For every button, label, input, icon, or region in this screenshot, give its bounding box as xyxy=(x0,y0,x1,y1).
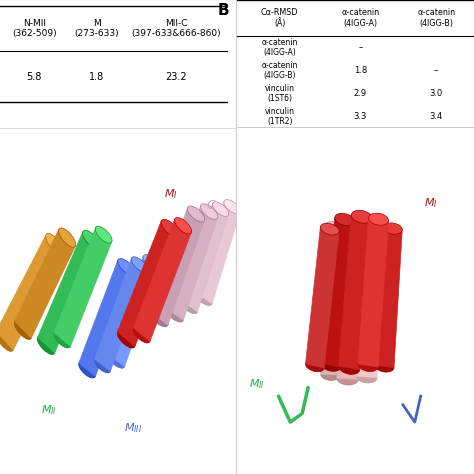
Ellipse shape xyxy=(363,219,383,231)
Text: 23.2: 23.2 xyxy=(165,72,187,82)
Bar xyxy=(15,229,75,338)
Text: $M_{II}$: $M_{II}$ xyxy=(41,403,57,417)
Ellipse shape xyxy=(201,204,218,219)
Text: –: – xyxy=(434,66,438,75)
Ellipse shape xyxy=(109,353,125,368)
Bar xyxy=(358,218,389,367)
Bar xyxy=(321,227,343,375)
Text: 5.8: 5.8 xyxy=(27,72,42,82)
Ellipse shape xyxy=(224,200,240,214)
Ellipse shape xyxy=(118,259,135,275)
Ellipse shape xyxy=(358,359,378,372)
Ellipse shape xyxy=(94,357,110,373)
Ellipse shape xyxy=(338,362,360,374)
Text: MII-C
(397-633&666-860): MII-C (397-633&666-860) xyxy=(131,19,221,38)
Text: 1.8: 1.8 xyxy=(89,72,104,82)
Ellipse shape xyxy=(187,206,205,222)
Text: vinculin
(1TR2): vinculin (1TR2) xyxy=(264,107,295,126)
Ellipse shape xyxy=(117,330,135,348)
Bar xyxy=(133,219,191,341)
Ellipse shape xyxy=(14,320,31,339)
Bar xyxy=(338,215,373,370)
Ellipse shape xyxy=(143,255,159,270)
Text: 1.8: 1.8 xyxy=(354,66,367,75)
Bar xyxy=(54,228,112,346)
Bar xyxy=(95,258,147,371)
Ellipse shape xyxy=(335,213,355,226)
Ellipse shape xyxy=(95,226,112,243)
Text: $M_I$: $M_I$ xyxy=(164,187,177,201)
Text: α-catenin
(4IGG-B): α-catenin (4IGG-B) xyxy=(417,8,455,27)
Ellipse shape xyxy=(368,213,389,225)
Text: 3.3: 3.3 xyxy=(354,112,367,121)
Ellipse shape xyxy=(131,257,147,272)
Ellipse shape xyxy=(321,369,341,381)
Ellipse shape xyxy=(54,331,71,348)
Text: α-catenin
(4IGG-A): α-catenin (4IGG-A) xyxy=(262,37,298,57)
Text: Cα-RMSD
(Å): Cα-RMSD (Å) xyxy=(261,8,299,28)
Text: 3.0: 3.0 xyxy=(429,89,443,98)
Bar xyxy=(37,232,100,353)
Text: 2.9: 2.9 xyxy=(354,89,367,98)
Ellipse shape xyxy=(306,360,324,372)
Bar xyxy=(182,204,228,312)
Ellipse shape xyxy=(375,361,394,372)
Text: $M_I$: $M_I$ xyxy=(424,196,438,210)
Text: C: C xyxy=(207,200,215,212)
Bar xyxy=(306,227,339,368)
Bar xyxy=(79,260,135,376)
Ellipse shape xyxy=(151,311,168,327)
Bar xyxy=(321,218,355,367)
Bar xyxy=(118,221,179,346)
Text: $M_{II}$: $M_{II}$ xyxy=(249,377,265,392)
Text: α-catenin
(4IGG-B): α-catenin (4IGG-B) xyxy=(262,61,298,80)
Bar xyxy=(0,235,63,350)
Bar xyxy=(337,223,362,379)
Ellipse shape xyxy=(320,223,339,235)
Ellipse shape xyxy=(166,306,183,322)
Ellipse shape xyxy=(133,327,150,343)
Text: 3.4: 3.4 xyxy=(429,112,443,121)
Ellipse shape xyxy=(383,223,402,234)
Ellipse shape xyxy=(323,221,343,233)
Bar xyxy=(375,228,402,368)
Ellipse shape xyxy=(37,336,55,355)
Ellipse shape xyxy=(161,219,179,237)
Ellipse shape xyxy=(181,299,198,314)
Text: B: B xyxy=(218,2,230,18)
Ellipse shape xyxy=(196,292,212,305)
Bar xyxy=(109,256,159,366)
Text: α-catenin
(4IGG-A): α-catenin (4IGG-A) xyxy=(341,8,379,27)
Ellipse shape xyxy=(212,202,229,216)
Text: $M_{III}$: $M_{III}$ xyxy=(124,421,143,435)
Ellipse shape xyxy=(79,362,96,378)
Bar xyxy=(166,206,218,320)
Text: M
(273-633): M (273-633) xyxy=(74,19,119,38)
Ellipse shape xyxy=(82,230,100,249)
Ellipse shape xyxy=(321,359,341,371)
Ellipse shape xyxy=(341,217,362,229)
Bar xyxy=(357,224,383,378)
Text: vinculin
(1ST6): vinculin (1ST6) xyxy=(264,84,295,103)
Text: N-MII
(362-509): N-MII (362-509) xyxy=(12,19,56,38)
Ellipse shape xyxy=(337,373,358,385)
Ellipse shape xyxy=(0,330,14,351)
Bar xyxy=(151,208,204,325)
Ellipse shape xyxy=(357,371,377,383)
Text: –: – xyxy=(358,43,362,52)
Ellipse shape xyxy=(351,210,373,223)
Ellipse shape xyxy=(174,218,191,234)
Ellipse shape xyxy=(46,233,64,255)
Ellipse shape xyxy=(59,228,76,247)
Bar xyxy=(196,201,240,304)
